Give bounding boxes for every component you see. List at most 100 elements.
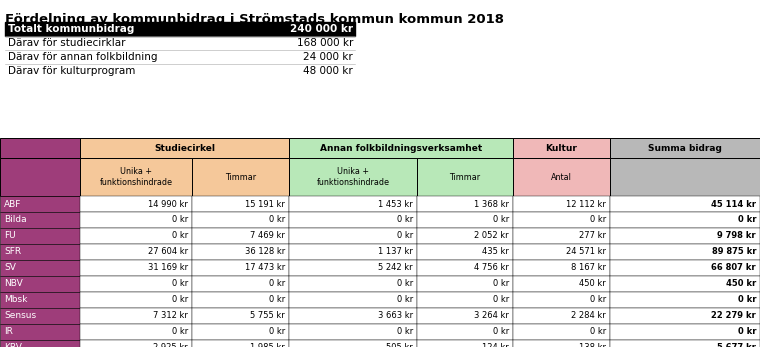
Text: 0 kr: 0 kr [737,296,756,305]
Text: 0 kr: 0 kr [397,215,413,225]
Text: 240 000 kr: 240 000 kr [290,24,353,34]
Bar [417,324,513,340]
Text: Timmar: Timmar [225,172,256,181]
Text: Studiecirkel: Studiecirkel [154,144,215,152]
Text: 0 kr: 0 kr [269,328,285,337]
Text: 0 kr: 0 kr [269,279,285,288]
Bar [80,244,192,260]
Text: 505 kr: 505 kr [386,344,413,347]
Bar [289,158,417,196]
Bar [513,308,610,324]
Bar [80,260,192,276]
Text: 124 kr: 124 kr [483,344,509,347]
Text: 48 000 kr: 48 000 kr [303,66,353,76]
Text: 2 925 kr: 2 925 kr [154,344,188,347]
Bar [80,340,192,347]
Bar [513,340,610,347]
Text: SFR: SFR [4,247,21,256]
Bar [192,340,289,347]
Text: Mbsk: Mbsk [4,296,27,305]
Text: 31 169 kr: 31 169 kr [148,263,188,272]
Text: Fördelning av kommunbidrag i Strömstads kommun kommun 2018: Fördelning av kommunbidrag i Strömstads … [5,13,504,26]
Text: 9 798 kr: 9 798 kr [717,231,756,240]
Bar [0,212,80,228]
Text: 0 kr: 0 kr [492,296,509,305]
Bar [417,196,513,212]
Text: 24 571 kr: 24 571 kr [566,247,606,256]
Bar [513,228,610,244]
Text: 7 312 kr: 7 312 kr [153,312,188,321]
Text: 5 677 kr: 5 677 kr [717,344,756,347]
Bar [610,308,760,324]
Bar [289,138,513,158]
Bar [417,292,513,308]
Bar [192,324,289,340]
Text: Unika +
funktionshindrade: Unika + funktionshindrade [100,167,173,187]
Text: Därav för annan folkbildning: Därav för annan folkbildning [8,52,157,62]
Bar [80,196,192,212]
Text: 24 000 kr: 24 000 kr [303,52,353,62]
Text: 450 kr: 450 kr [579,279,606,288]
Text: 5 242 kr: 5 242 kr [378,263,413,272]
Bar [513,212,610,228]
Text: 0 kr: 0 kr [397,279,413,288]
Bar [192,196,289,212]
Bar [513,292,610,308]
Text: ABF: ABF [4,200,21,209]
Bar [80,276,192,292]
Bar [5,22,355,36]
Bar [80,292,192,308]
Bar [610,324,760,340]
Bar [610,340,760,347]
Text: FU: FU [4,231,16,240]
Bar [610,158,760,196]
Bar [417,276,513,292]
Text: 0 kr: 0 kr [492,215,509,225]
Text: 27 604 kr: 27 604 kr [148,247,188,256]
Text: 1 985 kr: 1 985 kr [250,344,285,347]
Text: 0 kr: 0 kr [269,215,285,225]
Text: 7 469 kr: 7 469 kr [250,231,285,240]
Text: 36 128 kr: 36 128 kr [245,247,285,256]
Bar [0,308,80,324]
Bar [513,138,610,158]
Text: Därav för kulturprogram: Därav för kulturprogram [8,66,135,76]
Bar [417,244,513,260]
Text: 168 000 kr: 168 000 kr [296,38,353,48]
Bar [0,138,80,158]
Bar [80,308,192,324]
Bar [289,260,417,276]
Text: 0 kr: 0 kr [172,215,188,225]
Text: 0 kr: 0 kr [590,215,606,225]
Bar [289,228,417,244]
Text: NBV: NBV [4,279,23,288]
Bar [417,340,513,347]
Text: 2 284 kr: 2 284 kr [572,312,606,321]
Bar [289,324,417,340]
Text: 4 756 kr: 4 756 kr [474,263,509,272]
Text: 3 264 kr: 3 264 kr [474,312,509,321]
Text: 45 114 kr: 45 114 kr [711,200,756,209]
Bar [0,260,80,276]
Text: 0 kr: 0 kr [172,296,188,305]
Bar [289,292,417,308]
Text: Kultur: Kultur [546,144,578,152]
Text: 277 kr: 277 kr [579,231,606,240]
Bar [417,228,513,244]
Bar [0,276,80,292]
Text: IR: IR [4,328,13,337]
Bar [80,158,192,196]
Bar [192,212,289,228]
Text: 8 167 kr: 8 167 kr [571,263,606,272]
Bar [513,196,610,212]
Text: KBV: KBV [4,344,22,347]
Bar [192,244,289,260]
Bar [192,308,289,324]
Bar [0,158,80,196]
Text: 435 kr: 435 kr [482,247,509,256]
Bar [80,228,192,244]
Text: 3 663 kr: 3 663 kr [378,312,413,321]
Text: Totalt kommunbidrag: Totalt kommunbidrag [8,24,135,34]
Bar [80,138,289,158]
Bar [610,138,760,158]
